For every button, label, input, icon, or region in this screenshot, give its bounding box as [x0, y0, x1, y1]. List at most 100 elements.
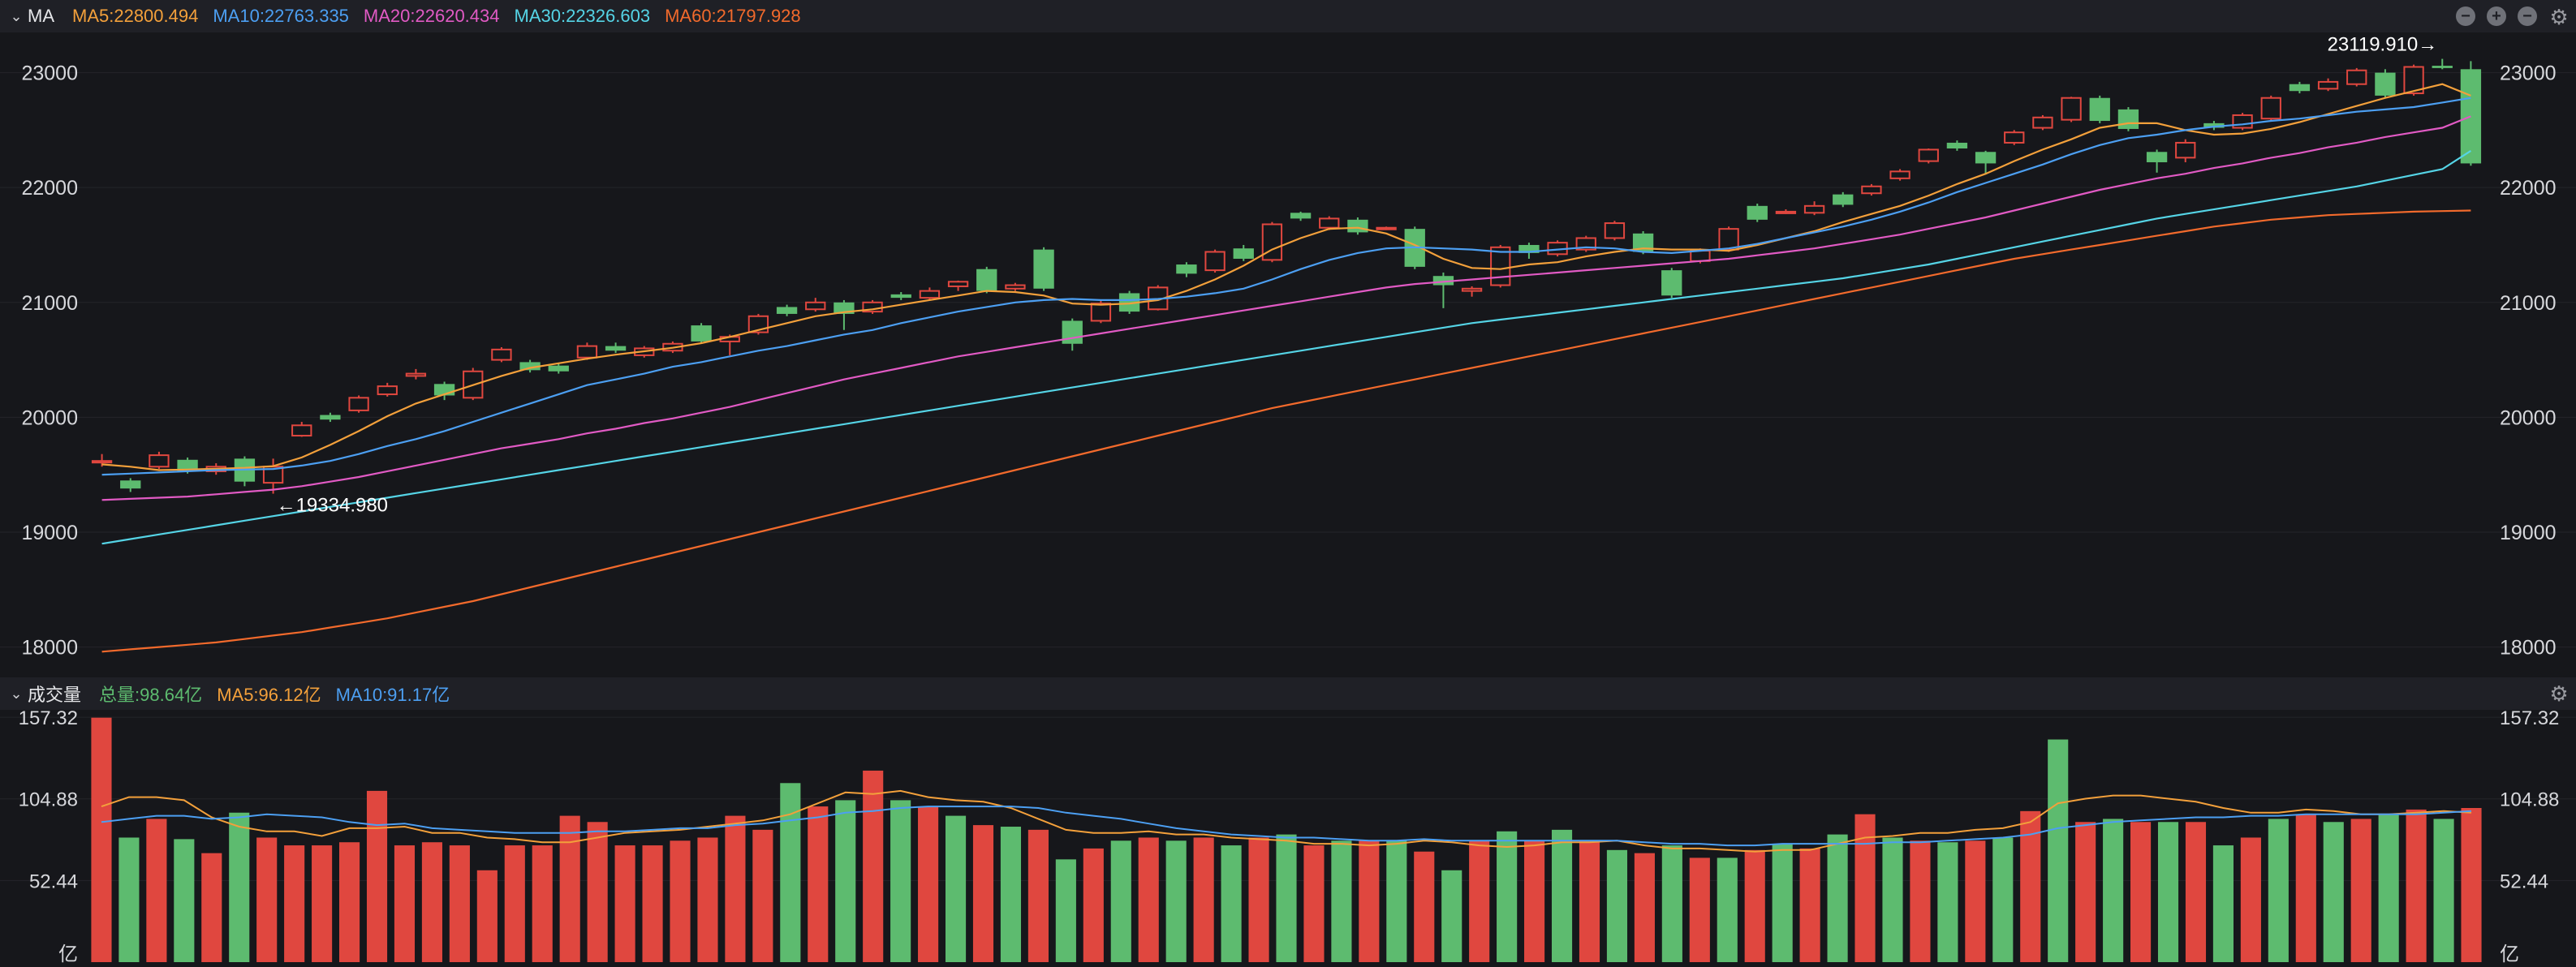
volume-bar: [1965, 840, 1986, 962]
legend-volume-ma10: MA10:91.17亿: [335, 685, 450, 705]
volume-bar: [1303, 845, 1325, 962]
candle-body-up: [919, 290, 941, 299]
volume-bar: [725, 815, 746, 962]
volume-bar: [1276, 834, 1297, 962]
candle-body-up: [1490, 246, 1511, 286]
candle-body-down: [1747, 205, 1768, 220]
price-tick-label-left: 23000: [21, 62, 78, 85]
candle-body-down: [1833, 194, 1854, 205]
collapse-chevron-icon[interactable]: ⌄: [10, 685, 23, 702]
volume-bar: [835, 800, 856, 962]
volume-bar: [339, 842, 360, 962]
volume-bar: [1799, 848, 1820, 962]
volume-unit-label-right: 亿: [2500, 943, 2519, 965]
candle-body-down: [1176, 264, 1197, 274]
candle-body-down: [1975, 152, 1997, 164]
volume-bar: [1827, 834, 1848, 962]
volume-bar: [1165, 840, 1187, 962]
volume-bar: [670, 840, 691, 962]
volume-bar: [2378, 814, 2399, 962]
candle-body-up: [947, 281, 969, 287]
minus-icon[interactable]: −: [2518, 6, 2537, 26]
minus-icon[interactable]: −: [2456, 6, 2475, 26]
candle-body-up: [405, 372, 427, 377]
volume-bar: [972, 825, 994, 962]
volume-bar: [2461, 807, 2482, 962]
volume-bar: [1248, 837, 1269, 962]
volume-bar: [614, 845, 635, 962]
price-tick-label-left: 22000: [21, 177, 78, 200]
volume-bar: [2185, 822, 2207, 962]
volume-bar: [532, 845, 553, 962]
volume-bar: [2295, 814, 2316, 962]
volume-bar: [2048, 739, 2069, 962]
candle-body-up: [576, 345, 598, 359]
volume-bar: [1744, 849, 1765, 962]
volume-bar: [1027, 829, 1049, 962]
candle-body-up: [1861, 185, 1882, 195]
volume-tick-label-left: 52.44: [29, 870, 78, 892]
candle-body-down: [1518, 244, 1540, 253]
volume-bar: [1910, 840, 1931, 962]
candle-body-up: [491, 348, 512, 361]
candle-body-down: [1233, 248, 1254, 259]
candle-body-up: [1376, 226, 1397, 230]
volume-bar: [697, 837, 718, 962]
candle-body-up: [1889, 170, 1910, 179]
volume-tick-label-right: 104.88: [2500, 789, 2559, 811]
volume-bar: [2130, 822, 2152, 962]
candle-body-up: [1803, 204, 1825, 214]
price-tick-label-left: 21000: [21, 292, 78, 315]
ma-line-ma30: [101, 149, 2471, 545]
candle-body-down: [1632, 233, 1654, 252]
volume-bar: [2103, 819, 2124, 962]
volume-unit-label-left: 亿: [58, 943, 78, 965]
candle-body-up: [2260, 97, 2281, 120]
volume-bar: [1661, 845, 1682, 962]
candle-body-up: [2317, 80, 2339, 90]
plus-icon[interactable]: +: [2487, 6, 2506, 26]
candle-body-up: [1204, 251, 1226, 272]
volume-bar: [642, 845, 663, 962]
candle-body-up: [1090, 303, 1112, 322]
volume-bar: [1606, 849, 1628, 962]
volume-bar: [1689, 857, 1710, 962]
volume-bar: [118, 837, 140, 962]
volume-bar: [256, 837, 278, 962]
high-price-annotation: 23119.910→: [2328, 34, 2438, 56]
volume-bar: [1469, 840, 1490, 962]
volume-tick-label-left: 104.88: [19, 789, 78, 811]
candle-body-down: [2289, 84, 2311, 92]
volume-bar: [421, 842, 442, 962]
volume-bar: [174, 839, 195, 962]
ma-line-ma20: [101, 115, 2471, 501]
collapse-chevron-icon[interactable]: ⌄: [10, 7, 23, 24]
volume-bar: [366, 790, 388, 962]
candle-body-up: [91, 460, 113, 464]
legend-ma5: MA5:22800.494: [72, 6, 199, 26]
volume-bar: [780, 783, 801, 962]
gear-icon[interactable]: ⚙: [2549, 681, 2569, 706]
candle-body-down: [2460, 69, 2482, 164]
volume-bar: [808, 806, 829, 962]
volume-bar: [2406, 809, 2427, 962]
volume-bar: [559, 815, 580, 962]
volume-panel-title: 成交量: [28, 685, 82, 705]
volume-bar: [1772, 844, 1793, 962]
volume-bar: [1497, 831, 1518, 962]
volume-bar: [312, 845, 333, 962]
price-tick-label-right: 18000: [2500, 637, 2557, 660]
volume-bar: [2350, 819, 2371, 962]
ma-line-ma60: [101, 209, 2471, 653]
candle-body-up: [2346, 69, 2367, 85]
gear-icon[interactable]: ⚙: [2549, 5, 2569, 29]
volume-bar: [1055, 859, 1076, 962]
candle-body-up: [1718, 228, 1739, 251]
candle-body-down: [177, 459, 198, 471]
candle-body-down: [2117, 109, 2139, 129]
price-tick-label-left: 20000: [21, 406, 78, 429]
volume-bar: [2240, 837, 2261, 962]
volume-ma-line-ma5: [101, 789, 2472, 853]
